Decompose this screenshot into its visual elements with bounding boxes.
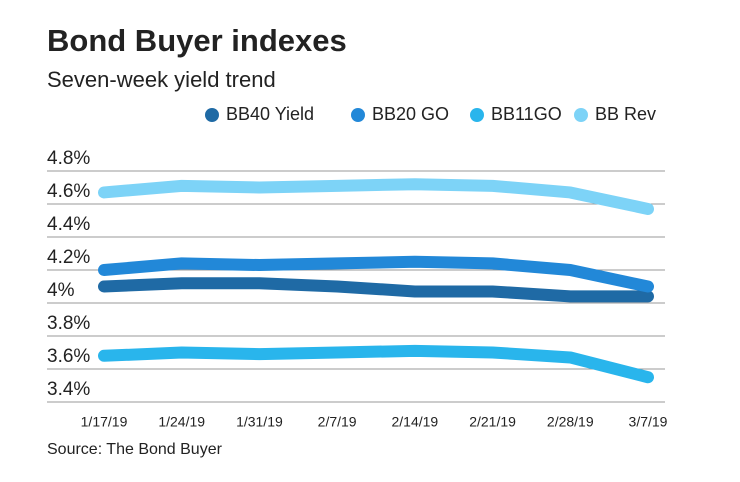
y-tick-label: 3.4%: [47, 379, 90, 400]
legend-marker: [470, 108, 484, 122]
x-tick-label: 1/24/19: [158, 414, 205, 430]
x-tick-label: 2/28/19: [547, 414, 594, 430]
y-tick-label: 4.2%: [47, 247, 90, 268]
source: Source: The Bond Buyer: [47, 441, 223, 458]
series-line: [98, 344, 654, 384]
x-tick-label: 1/31/19: [236, 414, 283, 430]
legend-marker: [351, 108, 365, 122]
chart-title: Bond Buyer indexes: [47, 23, 347, 58]
x-tick-label: 2/14/19: [391, 414, 438, 430]
y-tick-label: 3.8%: [47, 313, 90, 334]
legend-label: BB Rev: [595, 104, 656, 124]
series-line: [98, 178, 654, 215]
series-line: [98, 255, 654, 293]
y-tick-label: 4.8%: [47, 148, 90, 169]
x-tick-label: 2/7/19: [318, 414, 357, 430]
x-tick-label: 1/17/19: [81, 414, 128, 430]
y-tick-label: 4.4%: [47, 214, 90, 235]
chart-subtitle: Seven-week yield trend: [47, 67, 276, 92]
y-tick-label: 3.6%: [47, 346, 90, 367]
legend-marker: [205, 108, 219, 122]
y-tick-label: 4%: [47, 280, 75, 301]
series-line: [98, 277, 654, 303]
legend-label: BB11GO: [491, 104, 562, 124]
x-tick-label: 2/21/19: [469, 414, 516, 430]
y-tick-label: 4.6%: [47, 181, 90, 202]
x-tick-label: 3/7/19: [629, 414, 668, 430]
legend-label: BB20 GO: [372, 104, 449, 124]
legend-marker: [574, 108, 588, 122]
legend-label: BB40 Yield: [226, 104, 314, 124]
